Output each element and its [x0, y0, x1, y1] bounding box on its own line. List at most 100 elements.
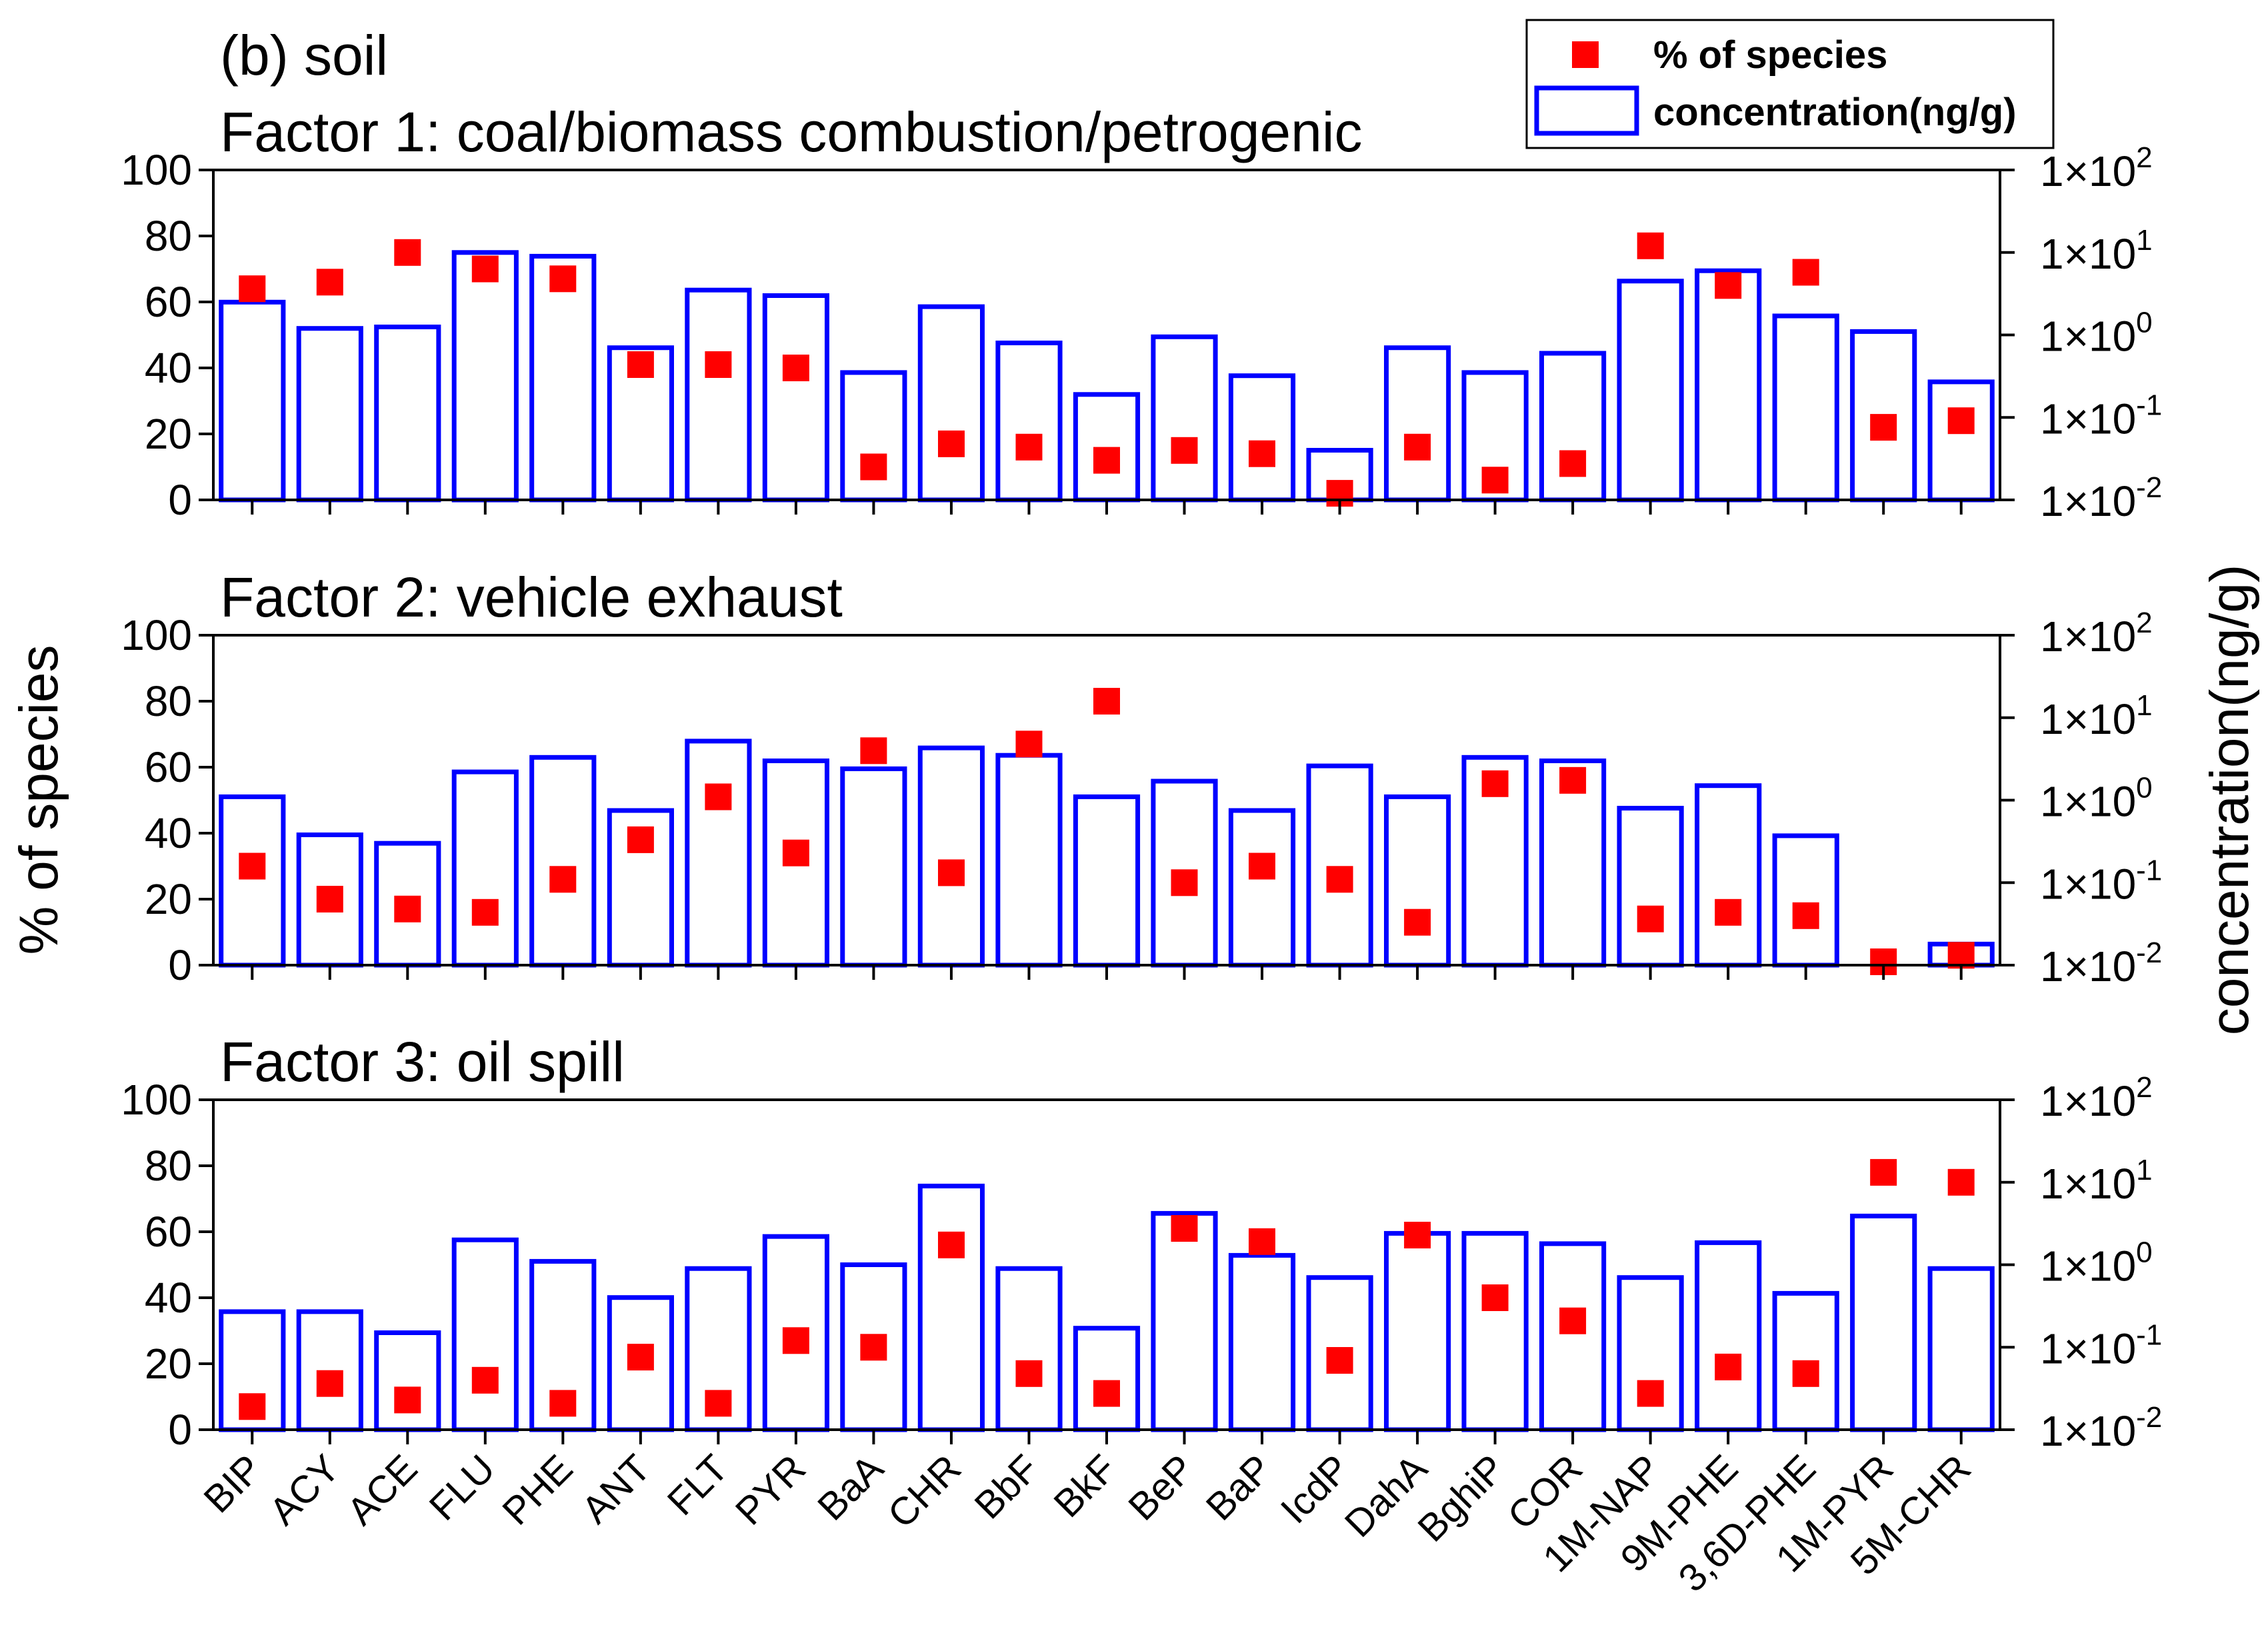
species-percent-marker: [782, 355, 809, 381]
species-percent-marker: [1715, 272, 1742, 299]
species-percent-marker: [1715, 1353, 1742, 1380]
concentration-bar: [1461, 1230, 1529, 1432]
species-percent-marker: [860, 453, 887, 481]
species-percent-marker: [1015, 433, 1043, 461]
y-tick-label-left: 80: [145, 212, 192, 260]
y-tick-label-left: 20: [145, 1340, 192, 1388]
y-axis-label-right: concentration(ng/g): [2199, 565, 2260, 1036]
panel-title: Factor 1: coal/biomass combustion/petrog…: [220, 101, 1363, 163]
species-percent-marker: [1481, 770, 1509, 797]
species-percent-marker: [1870, 414, 1897, 441]
concentration-bar: [995, 341, 1063, 503]
concentration-bar: [1151, 334, 1218, 503]
y-tick-label-right: 1×100: [2040, 307, 2153, 361]
x-tick-label: PHE: [494, 1446, 581, 1533]
concentration-bar: [995, 753, 1063, 968]
x-tick-label: ACE: [339, 1446, 425, 1533]
species-percent-marker: [1947, 407, 1975, 435]
species-percent-marker: [1559, 450, 1587, 477]
species-percent-marker: [1792, 902, 1819, 929]
species-percent-marker: [316, 1370, 343, 1397]
y-tick-label-right: 1×102: [2040, 141, 2153, 195]
legend-bar-swatch: [1534, 85, 1639, 136]
x-tick-label: ACY: [261, 1446, 348, 1533]
species-percent-marker: [549, 265, 577, 293]
concentration-bar: [296, 326, 363, 503]
species-percent-marker: [1481, 1284, 1509, 1311]
concentration-bar: [995, 1266, 1063, 1432]
concentration-bar: [917, 1183, 985, 1432]
concentration-bar: [1073, 794, 1141, 968]
y-tick-label-right: 1×101: [2040, 689, 2153, 743]
species-percent-marker: [394, 895, 421, 922]
species-percent-marker: [1249, 852, 1275, 880]
y-tick-label-left: 100: [121, 611, 192, 659]
concentration-bar: [917, 304, 985, 503]
x-tick-label: BkF: [1045, 1446, 1125, 1526]
concentration-bar: [685, 287, 752, 503]
concentration-bar: [762, 293, 830, 503]
concentration-bar: [1927, 379, 1995, 503]
concentration-bar: [1772, 313, 1839, 503]
concentration-bar: [1695, 1240, 1762, 1432]
y-tick-label-left: 0: [168, 476, 192, 524]
species-percent-marker: [705, 1390, 732, 1417]
x-tick-label: BIP: [195, 1446, 270, 1521]
species-percent-marker: [627, 1344, 654, 1371]
legend-frame: [1525, 19, 2055, 149]
y-tick-label-right: 1×102: [2040, 607, 2153, 661]
x-tick-label: PYR: [727, 1446, 814, 1533]
chart-panel-3: Factor 3: oil spill 0 20 40 60 80 100 1×10-2 1×1…: [121, 1030, 2162, 1600]
concentration-bar: [374, 1330, 441, 1432]
species-percent-marker: [1249, 440, 1275, 467]
x-tick-label: BbF: [967, 1446, 1047, 1527]
y-tick-label-left: 80: [145, 677, 192, 725]
concentration-bar: [1306, 763, 1373, 968]
y-tick-label-right: 1×10-1: [2040, 389, 2162, 443]
species-percent-marker: [938, 1231, 965, 1258]
species-percent-marker: [705, 351, 732, 378]
y-tick-label-right: 1×100: [2040, 1236, 2153, 1290]
concentration-bar: [219, 299, 286, 503]
concentration-bar: [1384, 345, 1451, 503]
x-tick-label: BaP: [1198, 1446, 1280, 1528]
x-tick-label: BghiP: [1409, 1446, 1513, 1550]
species-percent-marker: [1093, 688, 1120, 715]
x-tick-label: FLU: [421, 1446, 503, 1528]
species-percent-marker: [549, 866, 577, 893]
y-tick-label-left: 60: [145, 1208, 192, 1256]
species-percent-marker: [1637, 232, 1664, 259]
concentration-bar: [917, 745, 985, 968]
species-percent-marker: [239, 1393, 266, 1420]
legend-label-percent: % of species: [1653, 33, 1887, 77]
concentration-bar: [451, 250, 519, 503]
species-percent-marker: [239, 852, 266, 880]
concentration-bar: [1228, 808, 1296, 968]
species-percent-marker: [1637, 1380, 1664, 1407]
concentration-bar: [1927, 1266, 1995, 1432]
legend: % of species concentration(ng/g): [1525, 19, 2055, 149]
species-percent-marker: [1093, 1380, 1120, 1407]
concentration-bar: [451, 1237, 519, 1432]
concentration-bar: [219, 794, 286, 968]
chart-panel-2: Factor 2: vehicle exhaust 0 20 40 60 80 100 1×1…: [121, 566, 2162, 990]
concentration-bar: [529, 755, 597, 968]
species-percent-marker: [1249, 1228, 1275, 1255]
concentration-bar: [374, 325, 441, 503]
concentration-bar: [1695, 783, 1762, 968]
y-tick-label-left: 20: [145, 875, 192, 923]
panel-title: Factor 3: oil spill: [220, 1030, 625, 1093]
species-percent-marker: [1171, 437, 1198, 464]
concentration-bar: [1617, 806, 1684, 968]
species-percent-marker: [316, 269, 343, 296]
species-percent-marker: [860, 1334, 887, 1361]
species-percent-marker: [1404, 433, 1431, 461]
concentration-bar: [1539, 1241, 1607, 1432]
y-tick-label-right: 1×101: [2040, 224, 2153, 278]
species-percent-marker: [471, 1366, 499, 1394]
x-tick-label: BeP: [1120, 1446, 1202, 1528]
chart-panels: Factor 1: coal/biomass combustion/petrog…: [121, 101, 2162, 1600]
concentration-bar: [451, 769, 519, 968]
y-tick-label-left: 40: [145, 1274, 192, 1322]
concentration-bar: [529, 253, 597, 503]
